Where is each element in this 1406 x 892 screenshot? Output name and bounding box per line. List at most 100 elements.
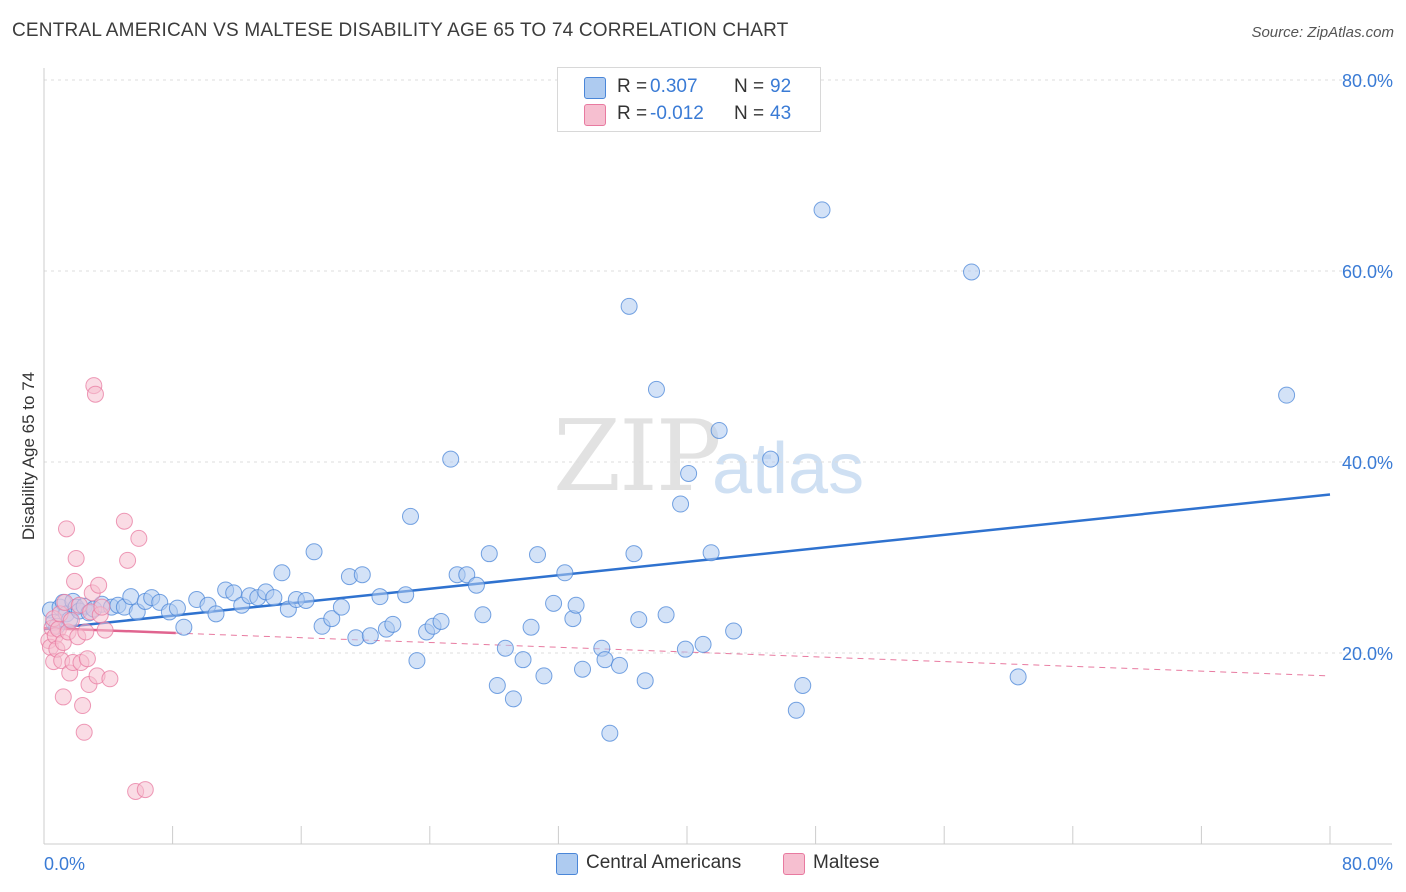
data-point	[77, 623, 95, 641]
data-point	[535, 667, 553, 685]
watermark-zip: ZIP	[553, 400, 722, 514]
data-point	[62, 612, 80, 630]
data-point	[636, 672, 654, 690]
data-point	[56, 593, 74, 611]
data-point	[710, 421, 728, 439]
data-point	[630, 611, 648, 629]
legend-r-label: R =	[617, 76, 648, 97]
series-0	[41, 201, 1296, 742]
data-point	[93, 598, 111, 616]
data-point	[480, 545, 498, 563]
data-point	[297, 591, 315, 609]
data-point	[545, 594, 563, 612]
trend-line	[43, 493, 1331, 631]
data-point	[680, 464, 698, 482]
data-point	[408, 652, 426, 670]
data-point	[567, 596, 585, 614]
data-point	[963, 263, 981, 281]
data-point	[225, 584, 243, 602]
points-layer	[40, 201, 1296, 800]
legend-swatch-central-americans	[584, 77, 606, 99]
data-point	[442, 450, 460, 468]
data-point	[361, 627, 379, 645]
bottom-legend-label: Maltese	[813, 852, 880, 873]
data-point	[273, 564, 291, 582]
data-point	[725, 622, 743, 640]
y-tick-label: 60.0%	[1342, 262, 1393, 282]
data-point	[496, 639, 514, 657]
legend-r-label: R =	[617, 103, 648, 124]
data-point	[323, 610, 341, 628]
series-1	[40, 377, 154, 800]
data-point	[620, 297, 638, 315]
chart-title: CENTRAL AMERICAN VS MALTESE DISABILITY A…	[12, 20, 789, 41]
data-point	[467, 576, 485, 594]
data-point	[74, 697, 92, 715]
data-point	[265, 589, 283, 607]
x-tick-label: 80.0%	[1342, 854, 1393, 874]
data-point	[488, 676, 506, 694]
data-point	[371, 588, 389, 606]
bottom-legend-swatch-maltese	[783, 853, 805, 875]
data-point	[514, 651, 532, 669]
data-point	[66, 572, 84, 590]
data-point	[610, 656, 628, 674]
data-point	[122, 588, 140, 606]
data-point	[168, 599, 186, 617]
data-point	[353, 566, 371, 584]
data-point	[397, 586, 415, 604]
data-point	[694, 635, 712, 653]
data-point	[119, 551, 137, 569]
data-point	[657, 606, 675, 624]
data-point	[96, 621, 114, 639]
legend-n-value: 92	[770, 76, 792, 97]
legend-r-value: -0.012	[650, 103, 704, 124]
axis-layer: 20.0% 40.0% 60.0% 80.0% 0.0% 80.0%	[43, 68, 1393, 874]
legend-n-label: N =	[734, 76, 765, 97]
data-point	[136, 781, 154, 799]
data-point	[115, 512, 133, 530]
data-point	[402, 507, 420, 525]
data-point	[332, 598, 350, 616]
data-point	[676, 640, 694, 658]
data-point	[522, 618, 540, 636]
data-point	[787, 701, 805, 719]
legend-n-label: N =	[734, 103, 765, 124]
data-point	[86, 385, 104, 403]
data-point	[529, 546, 547, 564]
y-axis-title: Disability Age 65 to 74	[19, 372, 38, 540]
data-point	[504, 690, 522, 708]
correlation-legend: R = 0.307 N = 92 R = -0.012 N = 43	[557, 67, 821, 132]
data-point	[54, 688, 72, 706]
data-point	[75, 723, 93, 741]
legend-swatch-maltese	[584, 104, 606, 126]
data-point	[67, 549, 85, 567]
data-point	[702, 544, 720, 562]
data-point	[596, 651, 614, 669]
y-tick-label: 80.0%	[1342, 71, 1393, 91]
data-point	[813, 201, 831, 219]
legend-n-value: 43	[770, 103, 792, 124]
data-point	[625, 545, 643, 563]
data-point	[647, 380, 665, 398]
data-point	[432, 612, 450, 630]
data-point	[78, 650, 96, 668]
data-point	[305, 543, 323, 561]
data-point	[1009, 668, 1027, 686]
data-point	[458, 566, 476, 584]
x-tick-label: 0.0%	[44, 854, 85, 874]
y-tick-label: 40.0%	[1342, 453, 1393, 473]
data-point	[90, 576, 108, 594]
grid-layer	[44, 79, 1392, 654]
data-point	[207, 605, 225, 623]
data-point	[58, 520, 76, 538]
data-point	[101, 670, 119, 688]
source-label: Source: ZipAtlas.com	[1251, 24, 1394, 41]
data-point	[130, 529, 148, 547]
data-point	[347, 629, 365, 647]
watermark-atlas: atlas	[712, 429, 865, 509]
data-point	[556, 564, 574, 582]
legend-r-value: 0.307	[650, 76, 698, 97]
data-point	[601, 724, 619, 742]
y-tick-label: 20.0%	[1342, 644, 1393, 664]
